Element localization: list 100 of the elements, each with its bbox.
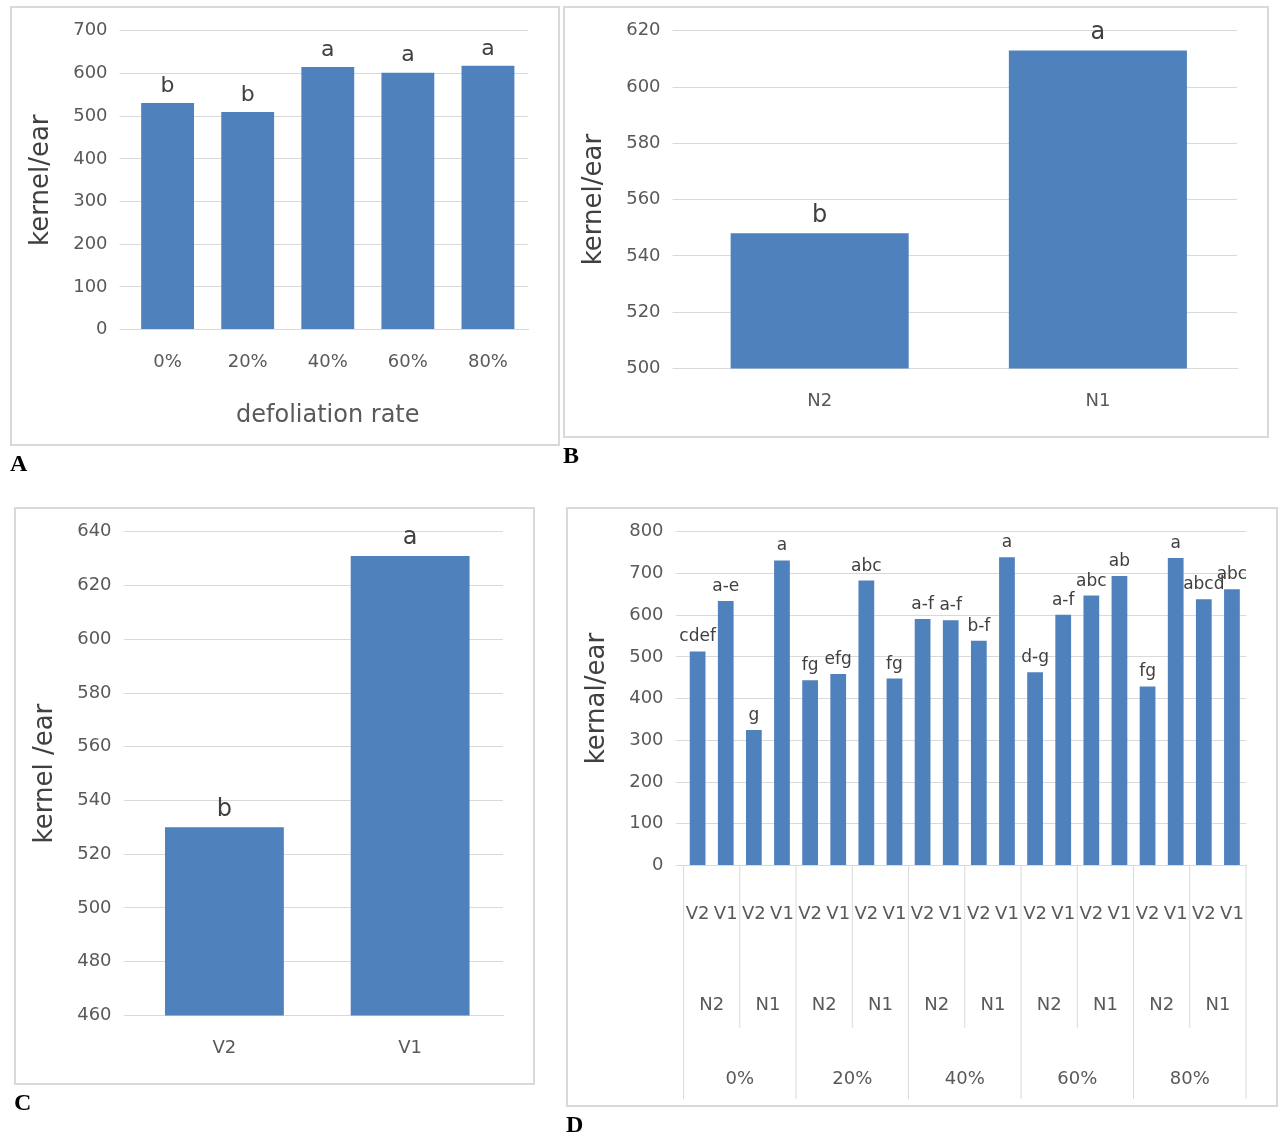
y-tick-label: 0 xyxy=(652,853,664,875)
bar xyxy=(914,618,931,865)
data-label: fg xyxy=(1139,660,1156,681)
x-tick-label: V1 xyxy=(938,901,963,923)
x-tick-label: V2 xyxy=(910,901,935,923)
x-tick-label: V2 xyxy=(1079,901,1104,923)
bar xyxy=(1027,672,1043,865)
y-tick-label: 540 xyxy=(77,788,112,810)
bar xyxy=(745,729,762,865)
text: N2 xyxy=(811,992,837,1014)
y-tick-label: 640 xyxy=(77,519,112,541)
bar xyxy=(141,102,195,330)
y-tick-label: 800 xyxy=(629,519,664,541)
y-tick-label: 600 xyxy=(626,74,661,96)
bar xyxy=(1055,614,1072,865)
y-tick-label: 700 xyxy=(629,561,664,583)
data-label: b xyxy=(160,71,175,97)
data-label: abc xyxy=(851,554,882,575)
bar xyxy=(886,678,903,865)
bar xyxy=(1111,576,1128,865)
bar xyxy=(942,620,959,865)
y-tick-label: 700 xyxy=(73,18,108,40)
text: 0% xyxy=(725,1066,755,1088)
data-label: a xyxy=(1170,531,1181,552)
y-tick-label: 520 xyxy=(626,299,661,321)
x-tick-label: V2 xyxy=(212,1035,237,1057)
data-label: a-f xyxy=(939,594,963,615)
y-tick-label: 620 xyxy=(626,18,661,40)
y-axis-title: kernel/ear xyxy=(24,114,55,246)
bar xyxy=(689,651,706,865)
bar xyxy=(970,640,987,865)
data-label: a xyxy=(321,35,335,61)
y-tick-label: 500 xyxy=(626,356,661,378)
y-tick-label: 600 xyxy=(629,602,664,624)
x-tick-label: 0% xyxy=(153,350,182,372)
y-axis-title: kernel/ear xyxy=(577,133,608,266)
data-label: b xyxy=(812,199,828,228)
text: N1 xyxy=(755,992,781,1014)
y-axis-title: kernal/ear xyxy=(580,632,611,765)
x-tick-label: V1 xyxy=(770,901,794,923)
text: N1 xyxy=(980,992,1006,1014)
text: C xyxy=(14,1089,32,1116)
bar xyxy=(774,560,790,865)
text: N2 xyxy=(1149,992,1175,1014)
text: N2 xyxy=(924,992,950,1014)
x-tick-label: V1 xyxy=(713,901,738,923)
bar xyxy=(1083,595,1100,865)
x-tick-label: V1 xyxy=(882,901,907,923)
y-tick-label: 100 xyxy=(629,811,664,833)
data-label: b-f xyxy=(967,614,992,635)
data-label: a xyxy=(776,534,788,555)
bar xyxy=(802,680,818,865)
y-tick-label: 600 xyxy=(73,61,108,83)
text: D xyxy=(566,1111,584,1138)
bar xyxy=(1139,686,1156,865)
data-label: a xyxy=(1090,16,1106,45)
x-axis-title: defoliation rate xyxy=(236,399,420,428)
data-label: g xyxy=(748,703,760,724)
y-axis-title: kernel /ear xyxy=(28,703,59,844)
text: 80% xyxy=(1169,1066,1210,1088)
y-tick-label: 400 xyxy=(629,686,664,708)
bar xyxy=(858,580,875,865)
data-label: a xyxy=(401,41,415,67)
y-tick-label: 200 xyxy=(73,231,108,253)
y-tick-label: 300 xyxy=(73,189,108,211)
data-label: efg xyxy=(824,647,852,668)
text: 60% xyxy=(1057,1066,1098,1088)
y-tick-label: 460 xyxy=(77,1003,112,1025)
x-tick-label: 80% xyxy=(467,350,508,372)
y-tick-label: 540 xyxy=(626,243,661,265)
data-label: a-e xyxy=(712,574,740,595)
text: N1 xyxy=(1092,992,1118,1014)
y-tick-label: 580 xyxy=(77,680,112,702)
text: N2 xyxy=(699,992,725,1014)
y-tick-label: 600 xyxy=(77,626,112,648)
y-tick-label: 200 xyxy=(629,769,664,791)
x-tick-label: V2 xyxy=(685,901,710,923)
data-label: b xyxy=(216,793,233,822)
x-tick-label: V1 xyxy=(1107,901,1132,923)
data-label: a-f xyxy=(1051,588,1076,609)
bar xyxy=(1167,558,1184,865)
y-tick-label: 520 xyxy=(77,841,112,863)
text: A xyxy=(10,450,28,477)
y-tick-label: 500 xyxy=(77,895,112,917)
y-tick-label: 500 xyxy=(629,644,664,666)
x-tick-label: 60% xyxy=(387,350,428,372)
y-tick-label: 480 xyxy=(77,949,112,971)
data-label: ab xyxy=(1108,549,1131,570)
x-tick-label: 20% xyxy=(227,350,268,372)
y-tick-label: 0 xyxy=(96,317,108,339)
text: 20% xyxy=(832,1066,873,1088)
text: N1 xyxy=(867,992,893,1014)
data-label: cdef xyxy=(679,625,717,646)
data-label: a xyxy=(402,522,418,551)
x-tick-label: V2 xyxy=(1135,901,1160,923)
x-tick-label: V1 xyxy=(398,1035,423,1057)
y-tick-label: 580 xyxy=(626,131,661,153)
x-tick-label: 40% xyxy=(307,350,348,372)
x-tick-label: V1 xyxy=(1051,901,1076,923)
y-tick-label: 400 xyxy=(73,146,108,168)
